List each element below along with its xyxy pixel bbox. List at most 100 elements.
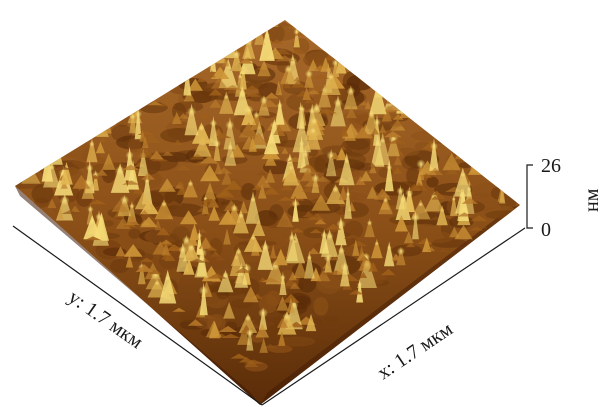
peak-highlight [238,89,246,98]
surface-peak [383,131,402,138]
peak-highlight [451,197,456,202]
surface-valley [406,166,420,185]
peak-highlight [469,152,480,163]
surface-peak [193,136,212,157]
surface-peak [216,167,232,174]
peak-highlight [460,172,466,178]
peak-highlight [396,90,404,98]
surface-peak [271,20,279,27]
peak-highlight [309,127,317,134]
surface-peak [429,138,439,171]
surface-peak [141,136,149,148]
surface-peak [141,134,161,144]
surface-valley [179,311,200,323]
surface-peak [147,101,163,106]
surface-peak [172,139,183,145]
peak-highlight [235,248,242,255]
surface-peak [320,57,331,72]
peak-highlight [320,231,328,239]
surface-peak [263,131,279,155]
surface-peak [276,211,294,228]
peak-highlight [243,105,254,115]
surface-peak [417,238,433,245]
surface-peak [432,190,442,196]
surface-peak [182,242,200,262]
surface-peak [387,138,407,144]
surface-peak [431,195,439,200]
axes [12,164,533,406]
surface-peak [152,241,169,255]
surface-peak [147,269,162,275]
surface-peak [264,92,279,99]
surface-peak [449,226,460,238]
surface-peak [198,228,208,233]
surface-peak [302,87,311,100]
peak-highlight [187,107,197,117]
surface-peak [369,163,377,174]
surface-peak [176,181,185,186]
peak-highlight [386,164,393,171]
surface-peak [427,246,436,252]
surface-peak [72,174,91,189]
surface-peak [276,296,289,311]
surface-peak [176,185,187,195]
surface-peak [404,189,416,213]
surface-peak [165,200,183,206]
surface-peak [363,108,380,135]
surface-peak [259,27,275,61]
surface-peak [280,64,297,84]
peak-highlight [44,154,51,162]
surface-peak [60,161,73,185]
surface-peak [235,267,251,273]
surface-peak [183,258,195,275]
surface-peak [238,357,254,363]
surface-peak [209,252,220,258]
surface-peak [154,219,162,231]
surface-peak [243,286,259,303]
peak-highlight [388,84,399,95]
surface-peak [293,76,301,82]
surface-peak [127,200,137,223]
surface-peak [445,169,459,175]
surface-peak [293,26,300,48]
surface-peak [336,147,348,161]
surface-peak [393,155,402,166]
surface-peak [275,55,295,62]
surface-peak [450,193,458,216]
peak-highlight [98,216,105,223]
surface-peak [141,172,155,180]
surface-valley [426,176,439,188]
surface-peak [197,74,206,82]
surface-peak [396,246,406,266]
surface-peak [245,191,261,224]
surface-peak [461,197,479,204]
peak-highlight [51,140,60,149]
surface-peak [223,228,231,245]
surface-peak [224,140,237,166]
peak-highlight [374,241,379,246]
surface-peak [321,71,341,95]
surface-peak [343,234,362,239]
surface-peak [310,85,323,91]
surface-peak [257,60,271,77]
surface-peak [381,108,393,122]
peak-highlight [250,196,256,203]
surface-peak [371,238,383,259]
surface-peak [288,271,297,281]
surface-peak [321,270,329,275]
surface-peak [189,153,206,160]
peak-highlight [407,192,413,198]
surface-peak [135,148,156,158]
surface-peak [251,184,263,191]
surface-peak [129,111,137,134]
surface-peak [330,152,340,160]
surface-peak [338,153,355,186]
surface-peak [454,225,473,240]
surface-peak [218,325,238,332]
surface-peak [219,91,234,114]
peak-highlight [129,113,136,120]
surface-peak [210,66,230,79]
surface-peak [154,199,174,220]
surface-peak [233,209,249,234]
surface-peak [92,169,99,191]
